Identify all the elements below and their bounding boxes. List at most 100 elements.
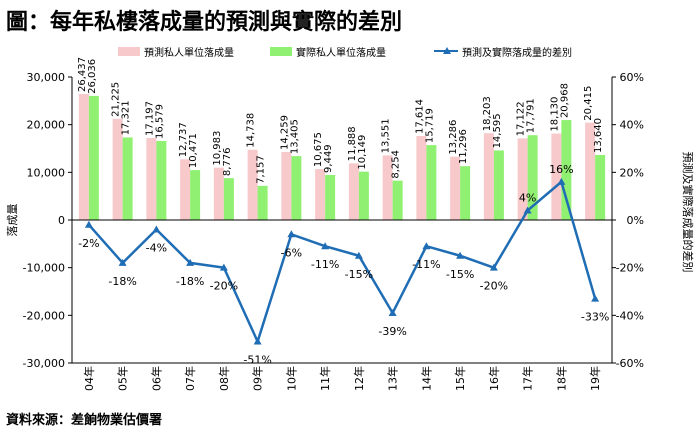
data-label-actual: 10,471 (188, 133, 199, 168)
line-point-diff (152, 225, 161, 233)
x-tick-label: 11年 (318, 366, 332, 391)
y-tick-label-right: 0% (627, 214, 644, 227)
legend-diff-swatch (434, 46, 458, 56)
data-label-diff: -11% (311, 258, 339, 271)
data-label-predicted: 18,203 (482, 96, 493, 131)
y-tick-label-right: -20% (616, 262, 644, 275)
x-tick-label: 10年 (284, 366, 298, 391)
x-tick-label: 15年 (453, 366, 467, 391)
y-tick-label-left: 10,000 (27, 166, 66, 179)
legend-diff: 預測及實際落成量的差別 (434, 44, 572, 59)
bar-predicted (382, 155, 393, 220)
x-tick-label: 17年 (521, 366, 535, 391)
data-label-diff: -6% (281, 246, 302, 259)
bar-actual (325, 174, 336, 220)
line-point-diff (422, 242, 431, 250)
data-label-diff: -11% (412, 258, 440, 271)
data-label-predicted: 20,415 (583, 86, 594, 121)
bar-actual (392, 180, 403, 220)
line-point-diff (219, 263, 228, 271)
line-point-diff (591, 294, 600, 302)
y-tick-label-right: 20% (620, 166, 644, 179)
bar-predicted (247, 149, 258, 220)
data-label-diff: -18% (176, 275, 204, 288)
data-label-diff: 16% (549, 163, 573, 176)
line-point-diff (388, 308, 397, 316)
legend-predicted-swatch (118, 46, 140, 56)
y-tick-label-left: -30,000 (23, 357, 65, 370)
data-label-actual: 14,595 (492, 113, 503, 148)
data-label-predicted: 14,738 (246, 113, 257, 148)
x-tick-label: 18年 (554, 366, 568, 391)
data-label-predicted: 17,122 (516, 101, 527, 136)
data-label-actual: 15,719 (424, 108, 435, 143)
line-point-diff (321, 242, 330, 250)
x-tick-label: 05年 (116, 366, 130, 391)
y-tick-label-left: -10,000 (23, 262, 65, 275)
y-tick-label-left: -20,000 (23, 309, 65, 322)
y-tick-label-right: -40% (616, 309, 644, 322)
data-label-actual: 10,149 (357, 135, 368, 170)
data-label-diff: -33% (581, 311, 609, 324)
data-label-actual: 16,579 (154, 104, 165, 139)
bar-predicted (78, 93, 89, 220)
data-label-diff: -51% (243, 354, 271, 367)
data-label-diff: -15% (345, 268, 373, 281)
y-tick-label-right: 40% (620, 119, 644, 132)
line-point-diff (523, 206, 532, 214)
data-label-actual: 17,321 (121, 100, 132, 135)
bar-predicted (315, 169, 326, 220)
data-label-actual: 8,254 (391, 150, 402, 179)
data-label-diff: -20% (480, 280, 508, 293)
line-point-diff (456, 251, 465, 259)
bar-predicted (180, 159, 191, 220)
bar-predicted (416, 136, 427, 220)
data-label-actual: 11,296 (458, 129, 469, 164)
bar-predicted (551, 133, 562, 220)
bar-actual (460, 166, 471, 220)
x-tick-label: 12年 (352, 366, 366, 391)
bar-predicted (146, 138, 157, 220)
data-label-diff: -15% (446, 268, 474, 281)
bar-predicted (112, 118, 123, 220)
data-label-predicted: 13,286 (448, 120, 459, 155)
data-label-diff: -18% (108, 275, 136, 288)
x-tick-label: 19年 (588, 366, 602, 391)
data-label-actual: 26,036 (87, 59, 98, 94)
legend-actual-label: 實際私人單位落成量 (296, 47, 386, 59)
x-tick-label: 06年 (149, 366, 163, 391)
bar-predicted (348, 163, 359, 220)
line-point-diff (489, 263, 498, 271)
y-tick-label-left: 30,000 (27, 71, 66, 84)
y-tick-label-right: -60% (616, 357, 644, 370)
data-label-predicted: 10,983 (212, 131, 223, 166)
y-tick-label-right: 60% (620, 71, 644, 84)
bar-actual (426, 145, 437, 220)
legend-actual-swatch (270, 46, 292, 56)
bar-predicted (483, 133, 494, 220)
bar-actual (291, 156, 302, 220)
line-point-diff (354, 251, 363, 259)
data-label-predicted: 21,225 (111, 82, 122, 117)
data-label-predicted: 14,259 (279, 115, 290, 150)
y-tick-label-left: 20,000 (27, 119, 66, 132)
line-point-diff (557, 177, 566, 185)
x-tick-label: 08年 (217, 366, 231, 391)
data-label-predicted: 10,675 (313, 132, 324, 167)
bar-actual (156, 140, 167, 220)
x-tick-label: 13年 (386, 366, 400, 391)
legend-predicted-label: 預測私人單位落成量 (144, 47, 234, 59)
data-label-actual: 13,405 (289, 119, 300, 154)
data-label-actual: 7,157 (256, 155, 267, 184)
bar-actual (595, 154, 606, 220)
legend-diff-label: 預測及實際落成量的差別 (462, 47, 572, 59)
bar-actual (358, 171, 369, 220)
bar-predicted (213, 167, 224, 220)
data-label-diff: 4% (519, 191, 536, 204)
data-label-diff: -4% (146, 242, 167, 255)
bar-actual (190, 170, 201, 220)
x-tick-label: 14年 (419, 366, 433, 391)
chart-source: 資料來源：差餉物業估價署 (6, 413, 163, 428)
series-line-diff (87, 179, 597, 346)
